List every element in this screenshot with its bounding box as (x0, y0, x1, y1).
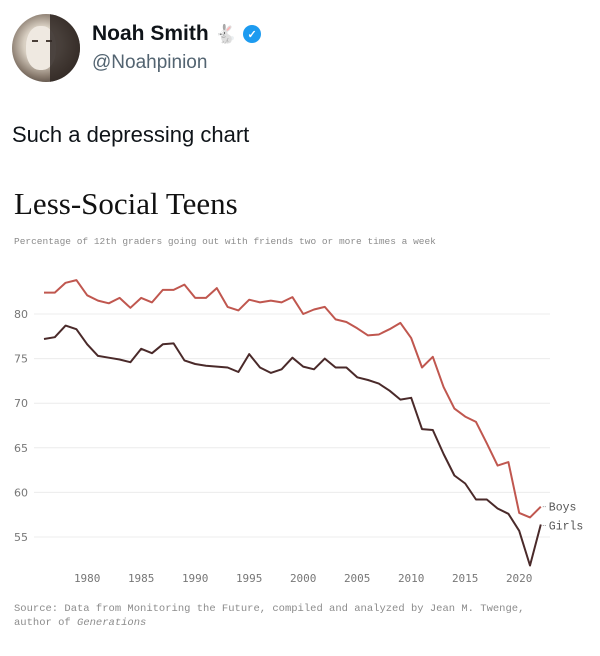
series-line-girls (43, 324, 542, 567)
source-book-title: Generations (77, 617, 147, 629)
source-line-1: Source: Data from Monitoring the Future,… (14, 603, 525, 615)
x-tick-label: 2010 (398, 572, 425, 585)
verified-badge-icon[interactable]: ✓ (243, 25, 262, 43)
x-tick-label: 1985 (128, 572, 155, 585)
x-tick-label: 1990 (182, 572, 209, 585)
avatar-hair (50, 14, 80, 82)
x-axis-ticks: 1980 1985 1990 1995 2000 2005 2010 2015 2020 (74, 572, 533, 585)
avatar[interactable] (12, 14, 80, 82)
x-tick-label: 2000 (290, 572, 317, 585)
rabbit-emoji-icon: 🐇 (214, 23, 238, 44)
y-tick-label: 80 (14, 308, 28, 321)
chart-subtitle: Percentage of 12th graders going out wit… (14, 236, 436, 247)
author-name-row: Noah Smith 🐇 ✓ (92, 22, 262, 46)
author-handle[interactable]: @Noahpinion (92, 52, 208, 73)
x-tick-label: 2015 (452, 572, 479, 585)
avatar-eye (32, 40, 38, 42)
y-tick-label: 70 (14, 397, 28, 410)
x-tick-label: 1980 (74, 572, 101, 585)
author-name[interactable]: Noah Smith (92, 22, 209, 45)
source-line-2: author of Generations (14, 616, 594, 630)
y-tick-label: 60 (14, 486, 28, 499)
y-tick-label: 65 (14, 442, 28, 455)
line-chart: 55 60 65 70 75 80 1980 1985 1990 1995 2000 2005 201… (14, 279, 584, 585)
grid-lines (34, 313, 550, 538)
x-tick-label: 2020 (506, 572, 533, 585)
y-tick-label: 55 (14, 531, 28, 544)
series-label-girls: Girls (549, 521, 584, 534)
series-labels: Boys Girls (542, 502, 584, 534)
chart-source: Source: Data from Monitoring the Future,… (14, 602, 594, 630)
series-line-boys (44, 279, 542, 519)
y-axis-ticks: 55 60 65 70 75 80 (14, 308, 28, 544)
source-prefix: author of (14, 617, 78, 629)
x-tick-label: 1995 (236, 572, 263, 585)
series-lines (43, 279, 542, 567)
avatar-eye (46, 40, 52, 42)
tweet-text: Such a depressing chart (12, 122, 250, 147)
tweet-header: Noah Smith 🐇 ✓ @Noahpinion (12, 14, 592, 84)
y-tick-label: 75 (14, 353, 28, 366)
chart-title: Less-Social Teens (14, 186, 238, 221)
x-tick-label: 2005 (344, 572, 371, 585)
series-label-boys: Boys (549, 502, 577, 515)
